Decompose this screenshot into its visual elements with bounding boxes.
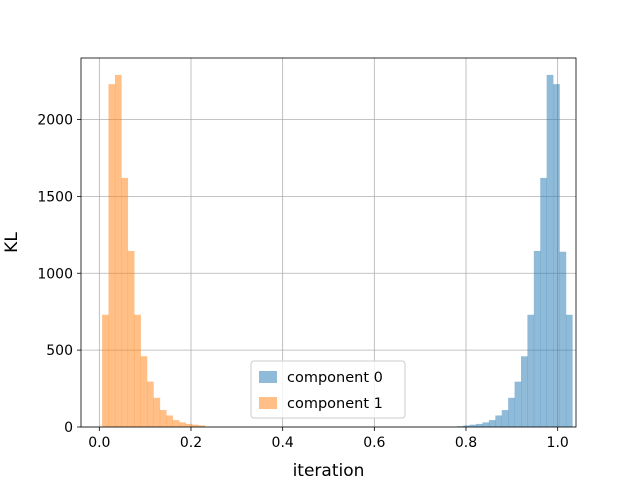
x-tick-label-4: 0.8 [455, 435, 477, 451]
bar-series-1-bin-1 [108, 84, 116, 427]
bar-series-0-bin-1 [463, 425, 470, 427]
bar-series-0-bin-4 [482, 422, 490, 427]
legend-swatch-0 [259, 371, 277, 383]
y-tick-label-2: 1000 [37, 266, 73, 282]
x-tick-label-2: 0.4 [272, 435, 294, 451]
bar-series-1-bin-5 [134, 314, 141, 427]
y-axis-ticks: 0 500 1000 1500 2000 [37, 113, 81, 436]
legend-label-0: component 0 [287, 370, 383, 386]
x-axis-label: iteration [293, 461, 365, 480]
bar-series-1-bin-0 [102, 314, 109, 427]
y-axis-label: KL [2, 232, 22, 253]
bar-series-1-bin-6 [140, 356, 148, 427]
legend: component 0 component 1 [250, 360, 406, 419]
bar-series-1-bin-15 [198, 425, 206, 427]
bar-series-1-bin-7 [147, 381, 154, 427]
plot-frame [80, 57, 577, 428]
x-tick-label-5: 1.0 [547, 435, 569, 451]
bar-series-1-bin-14 [191, 424, 199, 427]
bar-series-0-bin-7 [501, 410, 509, 427]
bar-series-1-bin-4 [127, 250, 135, 427]
series-1-bars [102, 74, 206, 427]
y-tick-label-0: 0 [64, 420, 73, 436]
x-tick-label-1: 0.2 [180, 435, 202, 451]
bar-series-0-bin-2 [469, 424, 477, 427]
bar-series-1-bin-12 [179, 422, 186, 427]
bar-series-0-bin-3 [476, 423, 483, 427]
bar-series-1-bin-9 [159, 410, 167, 427]
bar-series-1-bin-2 [114, 74, 122, 427]
legend-label-1: component 1 [287, 396, 383, 412]
bar-series-1-bin-3 [121, 177, 129, 427]
y-tick-label-4: 2000 [37, 113, 73, 129]
bar-series-0-bin-5 [488, 420, 496, 427]
bar-series-1-bin-10 [166, 415, 173, 427]
bar-series-0-bin-13 [540, 177, 547, 427]
legend-box [250, 360, 406, 419]
bar-series-0-bin-17 [565, 314, 573, 427]
bar-series-0-bin-8 [508, 397, 515, 427]
x-axis-ticks: 0.0 0.2 0.4 0.6 0.8 1.0 [88, 427, 569, 451]
x-tick-label-0: 0.0 [88, 435, 110, 451]
x-tick-label-3: 0.6 [363, 435, 385, 451]
bar-series-0-bin-11 [527, 314, 535, 427]
histogram-bars [102, 74, 573, 427]
bar-series-0-bin-12 [533, 250, 541, 427]
bar-series-0-bin-15 [553, 84, 560, 427]
bar-series-0-bin-9 [514, 381, 522, 427]
series-0-bars [456, 74, 573, 427]
bar-series-0-bin-16 [559, 251, 567, 427]
bar-series-1-bin-8 [153, 397, 161, 427]
bar-series-0-bin-14 [546, 74, 554, 427]
bar-series-1-bin-13 [185, 423, 193, 427]
y-tick-label-1: 500 [46, 343, 73, 359]
bar-series-0-bin-6 [495, 415, 503, 427]
y-tick-label-3: 1500 [37, 189, 73, 205]
bar-series-1-bin-11 [172, 420, 180, 427]
legend-swatch-1 [259, 397, 277, 409]
bar-series-0-bin-10 [521, 356, 528, 427]
